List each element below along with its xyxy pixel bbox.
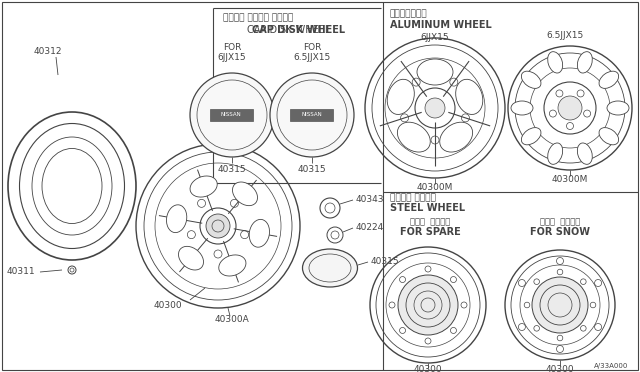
Text: 40300: 40300 — [413, 365, 442, 372]
Text: 40224: 40224 — [356, 222, 384, 231]
Text: 40312: 40312 — [34, 48, 63, 57]
Circle shape — [558, 96, 582, 120]
Ellipse shape — [577, 52, 592, 73]
Ellipse shape — [599, 71, 619, 89]
Ellipse shape — [190, 176, 217, 197]
Text: 40311: 40311 — [6, 267, 35, 276]
Text: FOR SNOW: FOR SNOW — [530, 227, 590, 237]
Ellipse shape — [440, 122, 472, 152]
Ellipse shape — [511, 101, 533, 115]
Text: 6JJX15: 6JJX15 — [420, 33, 449, 42]
Text: ALUMINUM WHEEL: ALUMINUM WHEEL — [390, 20, 492, 30]
Ellipse shape — [522, 71, 541, 89]
Text: アルミホイール: アルミホイール — [390, 10, 428, 19]
Ellipse shape — [548, 52, 563, 73]
Text: FOR: FOR — [223, 42, 241, 51]
Ellipse shape — [387, 79, 414, 115]
Text: 6JJX15: 6JJX15 — [218, 52, 246, 61]
Ellipse shape — [232, 182, 257, 206]
Ellipse shape — [179, 246, 204, 270]
Text: FOR: FOR — [303, 42, 321, 51]
Text: NISSAN: NISSAN — [301, 112, 323, 118]
Circle shape — [398, 275, 458, 335]
Ellipse shape — [397, 122, 430, 152]
Text: ディスク ホイール キャップ: ディスク ホイール キャップ — [223, 13, 293, 22]
Text: CAP DISK WHEEL: CAP DISK WHEEL — [252, 25, 345, 35]
Ellipse shape — [607, 101, 629, 115]
Ellipse shape — [599, 128, 619, 145]
Ellipse shape — [456, 79, 483, 115]
Ellipse shape — [548, 143, 563, 164]
Circle shape — [206, 214, 230, 238]
Text: STEEL WHEEL: STEEL WHEEL — [390, 203, 465, 213]
Text: 40315: 40315 — [298, 166, 326, 174]
Text: スペア  タイヤ用: スペア タイヤ用 — [410, 218, 450, 227]
Ellipse shape — [577, 143, 592, 164]
Ellipse shape — [303, 249, 358, 287]
Text: 40300A: 40300A — [214, 315, 250, 324]
Text: スチール ホイール: スチール ホイール — [390, 193, 436, 202]
Text: 6.5JJX15: 6.5JJX15 — [547, 31, 584, 39]
Text: 40300: 40300 — [546, 365, 574, 372]
Circle shape — [425, 98, 445, 118]
Ellipse shape — [417, 59, 453, 85]
Text: 40315: 40315 — [371, 257, 399, 266]
Text: 40300: 40300 — [154, 301, 182, 310]
Text: A/33A000: A/33A000 — [594, 363, 628, 369]
Text: 6.5JJX15: 6.5JJX15 — [293, 52, 331, 61]
Text: 40343: 40343 — [356, 195, 385, 203]
Ellipse shape — [522, 128, 541, 145]
Text: 40300M: 40300M — [417, 183, 453, 192]
Circle shape — [532, 277, 588, 333]
Text: 40315: 40315 — [218, 166, 246, 174]
Text: FOR SPARE: FOR SPARE — [399, 227, 460, 237]
Text: CAP DISK WHEEL: CAP DISK WHEEL — [247, 25, 330, 35]
Bar — [210, 109, 253, 121]
Ellipse shape — [219, 255, 246, 276]
Text: NISSAN: NISSAN — [221, 112, 241, 118]
Circle shape — [190, 73, 274, 157]
Ellipse shape — [249, 219, 269, 247]
Text: 40300M: 40300M — [552, 174, 588, 183]
Text: スノー  タイヤ用: スノー タイヤ用 — [540, 218, 580, 227]
Circle shape — [270, 73, 354, 157]
Ellipse shape — [166, 205, 187, 232]
Bar — [290, 109, 333, 121]
